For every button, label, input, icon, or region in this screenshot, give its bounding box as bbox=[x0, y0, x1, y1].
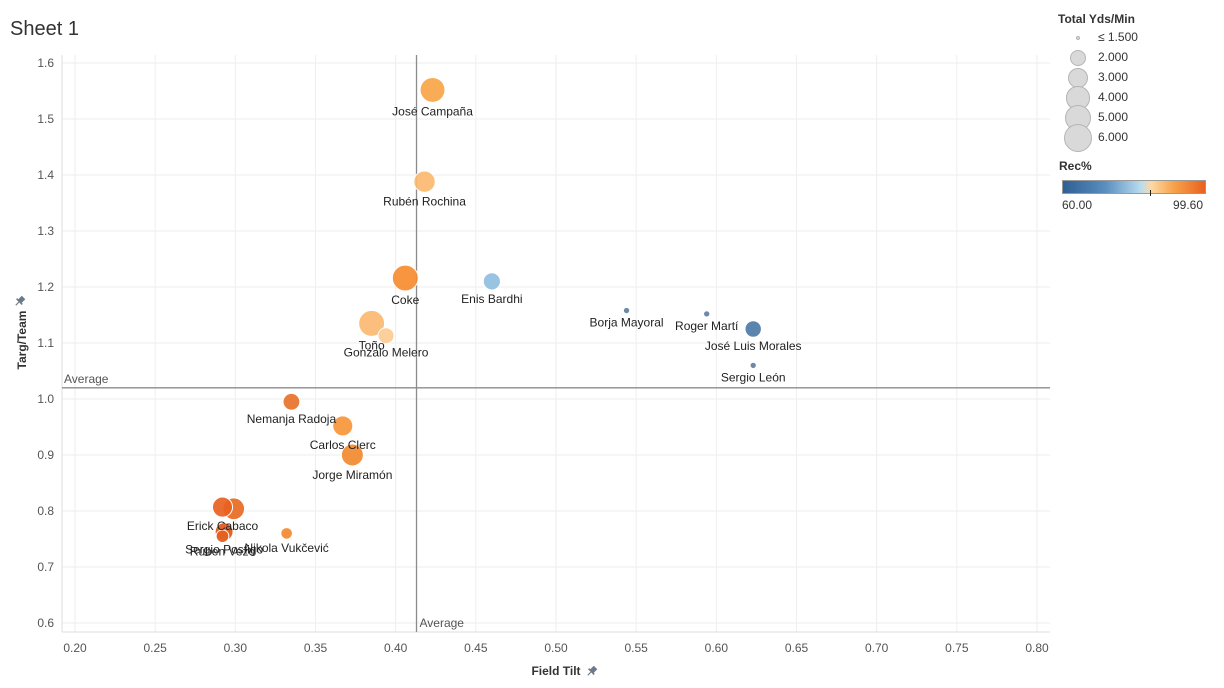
y-tick-label: 0.9 bbox=[37, 448, 54, 462]
point-label: Sergio León bbox=[721, 371, 786, 385]
y-tick-label: 1.4 bbox=[37, 168, 54, 182]
size-legend-circle bbox=[1067, 67, 1089, 89]
color-legend-min: 60.00 bbox=[1062, 198, 1093, 212]
size-legend-circle bbox=[1069, 49, 1087, 67]
x-tick-label: 0.45 bbox=[464, 641, 488, 655]
size-legend-item: 3.000 bbox=[1058, 67, 1218, 89]
reference-lines: Average Average bbox=[62, 55, 1050, 632]
data-point[interactable] bbox=[391, 264, 419, 292]
x-axis-pin-icon[interactable] bbox=[585, 665, 598, 678]
sheet-title: Sheet 1 bbox=[10, 18, 79, 40]
size-legend-item: ≤ 1.500 bbox=[1058, 28, 1218, 48]
y-tick-label: 1.3 bbox=[37, 224, 54, 238]
size-legend-label: 5.000 bbox=[1098, 110, 1129, 124]
data-point[interactable] bbox=[211, 496, 234, 518]
y-tick-label: 0.7 bbox=[37, 560, 54, 574]
data-point[interactable] bbox=[703, 310, 711, 318]
data-point[interactable] bbox=[332, 415, 354, 437]
y-tick-label: 1.5 bbox=[37, 112, 54, 126]
size-legend-item: 5.000 bbox=[1058, 105, 1218, 131]
x-average-label: Average bbox=[420, 616, 465, 630]
data-point[interactable] bbox=[749, 361, 757, 370]
data-points[interactable] bbox=[211, 76, 762, 544]
data-point[interactable] bbox=[280, 527, 293, 540]
size-legend: Total Yds/Min ≤ 1.500 2.000 3.000 4.000 5.00… bbox=[1058, 12, 1218, 153]
axis-ticks: 0.20 0.25 0.30 0.35 0.40 0.45 0.50 0.55 0.60 0.65… bbox=[37, 56, 1049, 655]
point-label: Carlos Clerc bbox=[310, 438, 376, 452]
data-point[interactable] bbox=[358, 309, 386, 337]
y-average-label: Average bbox=[64, 372, 109, 386]
size-legend-label: ≤ 1.500 bbox=[1098, 30, 1138, 44]
data-point[interactable] bbox=[413, 170, 436, 193]
x-tick-label: 0.70 bbox=[865, 641, 889, 655]
data-point[interactable] bbox=[282, 392, 301, 411]
color-legend-gradient bbox=[1062, 180, 1206, 194]
point-label: Gonzalo Melero bbox=[344, 346, 429, 360]
size-legend-circle bbox=[1063, 123, 1093, 153]
color-legend-title: Rec% bbox=[1059, 159, 1092, 173]
y-tick-label: 1.0 bbox=[37, 392, 54, 406]
size-legend-item: 4.000 bbox=[1058, 86, 1218, 110]
data-point[interactable] bbox=[340, 443, 364, 467]
point-labels: José Campaña Rubén Rochina Coke Enis Bardhi… bbox=[185, 104, 801, 558]
y-tick-label: 1.6 bbox=[37, 56, 54, 70]
point-label: Rubén Rochina bbox=[383, 194, 466, 208]
x-tick-label: 0.50 bbox=[544, 641, 568, 655]
point-label: Sergio Postigo bbox=[185, 543, 263, 557]
y-tick-label: 1.2 bbox=[37, 280, 54, 294]
data-point[interactable] bbox=[744, 320, 762, 338]
point-label: José Campaña bbox=[392, 104, 473, 118]
point-label: Roger Martí bbox=[675, 319, 739, 333]
x-tick-label: 0.55 bbox=[624, 641, 648, 655]
point-label: Enis Bardhi bbox=[461, 292, 522, 306]
point-label: José Luis Morales bbox=[705, 339, 802, 353]
x-tick-label: 0.20 bbox=[63, 641, 87, 655]
point-label: Jorge Miramón bbox=[312, 468, 392, 482]
y-axis-pin-icon[interactable] bbox=[13, 295, 26, 308]
x-tick-label: 0.75 bbox=[945, 641, 969, 655]
y-tick-label: 1.1 bbox=[37, 336, 54, 350]
point-label: Toño bbox=[359, 338, 385, 352]
point-label: Borja Mayoral bbox=[590, 316, 664, 330]
data-point[interactable] bbox=[377, 327, 395, 345]
grid-lines bbox=[61, 55, 1050, 633]
point-label: Erick Cabaco bbox=[187, 519, 259, 533]
color-legend-max: 99.60 bbox=[1173, 198, 1204, 212]
x-tick-label: 0.60 bbox=[705, 641, 729, 655]
y-axis-title: Targ/Team bbox=[15, 311, 29, 370]
data-point[interactable] bbox=[482, 272, 501, 291]
x-axis-title: Field Tilt bbox=[531, 664, 580, 678]
data-point[interactable] bbox=[622, 306, 631, 315]
data-point[interactable] bbox=[215, 529, 230, 544]
point-label: Nikola Vukčević bbox=[245, 541, 329, 555]
point-label: Nemanja Radoja bbox=[247, 412, 337, 426]
size-legend-label: 3.000 bbox=[1098, 70, 1129, 84]
y-tick-label: 0.8 bbox=[37, 504, 54, 518]
x-tick-label: 0.40 bbox=[384, 641, 408, 655]
size-legend-title: Total Yds/Min bbox=[1058, 12, 1135, 26]
data-point[interactable] bbox=[419, 76, 446, 103]
color-legend-marker bbox=[1150, 190, 1151, 196]
size-legend-label: 2.000 bbox=[1098, 50, 1129, 64]
size-legend-label: 4.000 bbox=[1098, 90, 1129, 104]
size-legend-items: ≤ 1.500 2.000 3.000 4.000 5.000 6.000 bbox=[1058, 28, 1218, 153]
size-legend-label: 6.000 bbox=[1098, 130, 1129, 144]
y-tick-label: 0.6 bbox=[37, 616, 54, 630]
size-legend-circle bbox=[1075, 35, 1081, 41]
x-tick-label: 0.35 bbox=[304, 641, 328, 655]
x-tick-label: 0.25 bbox=[143, 641, 167, 655]
x-tick-label: 0.30 bbox=[224, 641, 248, 655]
x-tick-label: 0.65 bbox=[785, 641, 809, 655]
point-label: Rúben Vezo bbox=[190, 545, 256, 559]
x-tick-label: 0.80 bbox=[1025, 641, 1049, 655]
size-legend-item: 2.000 bbox=[1058, 48, 1218, 68]
point-label: Coke bbox=[391, 293, 419, 307]
size-legend-item: 6.000 bbox=[1058, 123, 1218, 153]
